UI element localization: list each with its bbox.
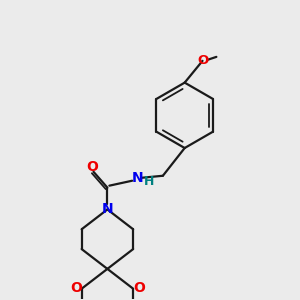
Text: H: H bbox=[144, 175, 154, 188]
Text: N: N bbox=[131, 171, 143, 185]
Text: O: O bbox=[197, 54, 208, 67]
Text: O: O bbox=[133, 281, 145, 295]
Text: N: N bbox=[102, 202, 113, 216]
Text: O: O bbox=[70, 281, 82, 295]
Text: O: O bbox=[87, 160, 98, 174]
